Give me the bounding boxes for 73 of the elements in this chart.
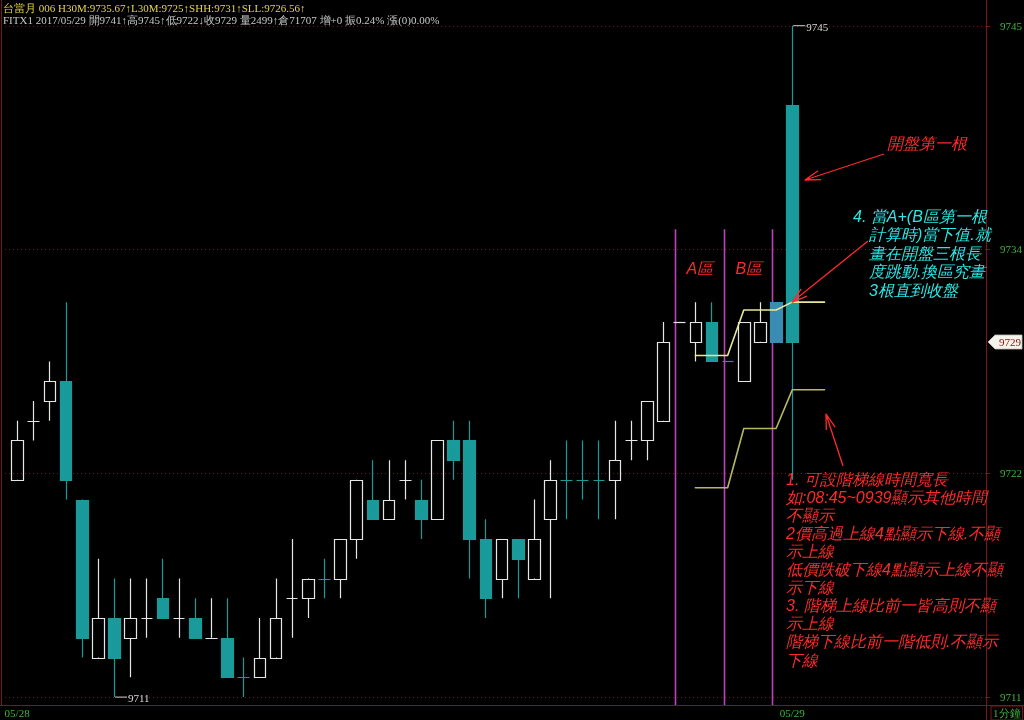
annotation: 示下線 bbox=[786, 579, 835, 597]
annotation: 3. 階梯上線比前一皆高則不顯 bbox=[786, 597, 999, 615]
candlestick bbox=[253, 617, 267, 679]
candlestick bbox=[26, 400, 41, 441]
candlestick bbox=[236, 657, 251, 698]
candlestick bbox=[769, 301, 784, 344]
candlestick bbox=[333, 538, 348, 599]
y-tick-label: 9711 bbox=[1000, 691, 1022, 704]
candlestick bbox=[462, 420, 477, 580]
candlestick bbox=[608, 420, 622, 520]
candlestick bbox=[446, 420, 461, 481]
candlestick bbox=[705, 301, 719, 363]
y-tick-label: 9745 bbox=[1000, 19, 1023, 32]
candlestick bbox=[269, 578, 283, 660]
annotation: 示上線 bbox=[786, 542, 835, 560]
candlestick bbox=[527, 499, 542, 581]
annotation: 階梯下線比前一階低則.不顯示 bbox=[786, 633, 1001, 651]
text: FITX1 2017/05/29 開9741↑高9745↑低9722↓收9729 量2499↑倉71707 增+0 振0.24% 漲(0)0.00% bbox=[3, 14, 440, 27]
candlestick bbox=[543, 459, 558, 599]
candlestick bbox=[59, 301, 73, 501]
annotation: B區 bbox=[735, 259, 766, 277]
text: 9729 bbox=[999, 336, 1022, 348]
candlestick bbox=[349, 479, 364, 560]
candlestick bbox=[414, 479, 429, 540]
annotation: 4. 當A+(B區第一根計算時)當下值.就畫在開盤三根長度跳動.換區究畫3根直到收盤 bbox=[853, 207, 993, 299]
candlestick bbox=[430, 439, 445, 521]
candlestick bbox=[107, 578, 122, 698]
candlestick bbox=[737, 321, 752, 383]
x-tick-label: 05/28 bbox=[4, 707, 31, 719]
candlestick bbox=[382, 459, 396, 521]
candlestick bbox=[301, 578, 316, 619]
annotation: 2價高過上線4點顯示下線.不顯 bbox=[785, 524, 1004, 542]
candlestick bbox=[640, 400, 655, 461]
annotation: 示上線 bbox=[786, 615, 835, 633]
candlestick bbox=[140, 578, 154, 639]
candlestick bbox=[43, 360, 57, 422]
candlestick bbox=[75, 499, 90, 659]
annotation: 9711 bbox=[128, 692, 150, 705]
candlestick bbox=[188, 597, 203, 640]
candlestick bbox=[156, 558, 170, 620]
candlestick bbox=[91, 558, 106, 660]
candlestick bbox=[689, 301, 703, 362]
candlestick bbox=[285, 538, 299, 639]
annotation: 如:08:45~0939顯示其他時間 bbox=[785, 488, 990, 506]
annotation: 1. 可設階梯線時間寬長 bbox=[786, 470, 949, 488]
candlestick bbox=[656, 321, 671, 423]
candlestick bbox=[592, 439, 606, 520]
candlestick bbox=[10, 420, 25, 482]
annotation: 低價跌破下線4點顯示上線不顯 bbox=[786, 561, 1006, 578]
candlestick bbox=[559, 439, 574, 520]
candlestick bbox=[511, 538, 526, 599]
candlestick bbox=[624, 420, 639, 461]
annotation: 開盤第一根 bbox=[887, 134, 968, 152]
annotation: 下線 bbox=[786, 651, 819, 669]
x-tick-label: 05/29 bbox=[779, 707, 806, 719]
y-tick-label: 9734 bbox=[1000, 243, 1023, 256]
annotation: 9745 bbox=[806, 20, 829, 33]
candlestick bbox=[220, 597, 235, 679]
chart-title: 台當月 006 H30M:9735.67↑L30M:9725↑SHH:9731↑SLL:9726.56↑ bbox=[3, 2, 306, 14]
y-tick-label: 9722 bbox=[1000, 467, 1022, 480]
candlestick bbox=[317, 558, 332, 599]
candlestick bbox=[753, 301, 768, 344]
candlestick bbox=[204, 597, 219, 640]
candlestick bbox=[172, 578, 186, 639]
candlestick bbox=[479, 518, 493, 619]
annotation: A區 bbox=[685, 259, 717, 277]
candlestick bbox=[575, 439, 590, 501]
candlestick bbox=[123, 578, 138, 678]
annotation: 不顯示 bbox=[786, 506, 836, 524]
x-axis-title: 1分鐘 bbox=[993, 707, 1021, 719]
candlestick bbox=[366, 459, 380, 521]
candlestick bbox=[495, 538, 509, 599]
candlestick bbox=[398, 459, 413, 501]
